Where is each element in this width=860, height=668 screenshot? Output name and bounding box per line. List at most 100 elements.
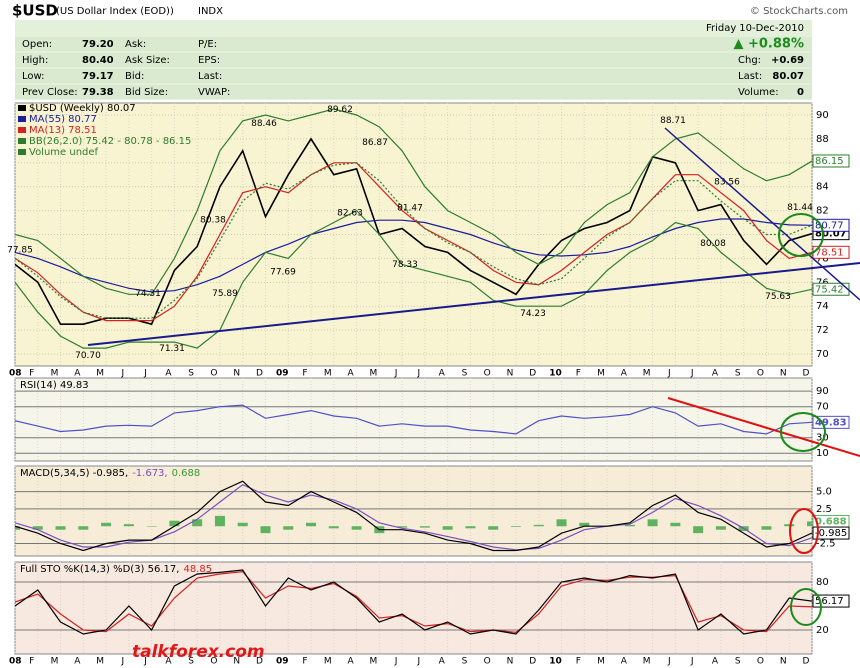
x-tick-label: F	[29, 657, 34, 667]
legend-swatch	[18, 105, 26, 111]
legend-swatch	[18, 116, 26, 122]
histogram-bar	[715, 526, 726, 530]
series-line	[15, 137, 812, 326]
y-tick-label: 90	[816, 386, 829, 397]
histogram-bar	[647, 519, 658, 527]
x-tick-label: D	[529, 369, 536, 379]
histogram-bar	[579, 522, 590, 527]
copyright: © StockCharts.com	[750, 6, 848, 17]
price-annotation: 74.23	[520, 309, 546, 319]
quote-label: Ask Size:	[125, 55, 170, 66]
histogram-bar	[556, 519, 567, 527]
quote-day: Friday	[706, 23, 736, 34]
y-tick-label: 30	[816, 433, 829, 444]
x-tick-label: M	[643, 369, 651, 379]
last-value: -0.985	[815, 528, 847, 539]
series-group	[15, 480, 812, 552]
index-name: (US Dollar Index (EOD))	[56, 6, 174, 17]
y-tick-label: 70	[816, 349, 829, 360]
series-line	[15, 404, 812, 435]
panel-title: MACD(5,34,5) -0.985, -1.673, 0.688	[20, 468, 200, 479]
x-tick-label: S	[462, 657, 468, 667]
quote-label: P/E:	[198, 39, 217, 50]
x-tick-label: A	[347, 657, 354, 667]
x-tick-label: A	[74, 369, 81, 379]
x-tick-label: A	[621, 369, 628, 379]
y-tick-label: 2.5	[816, 504, 832, 515]
y-tick-label: 5.0	[816, 487, 832, 498]
x-tick-label: N	[780, 657, 787, 667]
quote-label: EPS:	[198, 55, 220, 66]
x-tick-label: A	[165, 369, 172, 379]
x-tick-label: J	[690, 657, 694, 667]
quote-label: Last:	[198, 71, 222, 82]
histogram-bar	[101, 522, 112, 527]
price-annotation: 74.31	[135, 289, 161, 299]
x-tick-label: S	[188, 369, 194, 379]
last-value: 80.77	[815, 220, 844, 231]
series-line	[15, 108, 812, 295]
quote-value: 79.38	[82, 87, 114, 98]
price-annotation: 80.08	[700, 239, 726, 249]
histogram-bar	[146, 526, 157, 527]
histogram-bar	[761, 526, 772, 530]
histogram-bar	[78, 526, 89, 530]
series-group	[15, 404, 812, 435]
exchange: INDX	[198, 6, 223, 17]
price-annotation: 81.47	[397, 203, 423, 213]
quote-label: Chg:	[738, 55, 761, 66]
quote-label: VWAP:	[198, 87, 230, 98]
quote-label: Bid Size:	[125, 87, 168, 98]
last-value-box	[812, 282, 850, 296]
last-value: 0.688	[815, 516, 847, 527]
x-tick-label: O	[484, 657, 491, 667]
last-value-box	[812, 526, 850, 540]
series-group	[15, 108, 812, 349]
x-tick-label: M	[324, 657, 332, 667]
last-value: 86.15	[815, 156, 844, 167]
quote-table: Friday 10-Dec-2010 ▲ +0.88% Open: 79.20 High:…	[15, 23, 812, 99]
x-tick-label: 09	[276, 369, 289, 379]
quote-value: +0.69	[771, 55, 804, 66]
y-tick-label: 78	[816, 253, 829, 264]
x-tick-label: S	[735, 369, 741, 379]
y-tick-label: 90	[816, 110, 829, 121]
x-tick-label: N	[233, 657, 240, 667]
x-tick-label: J	[690, 369, 694, 379]
quote-label: Last:	[738, 71, 762, 82]
series-line	[15, 162, 812, 319]
x-tick-label: A	[621, 657, 628, 667]
x-tick-label: D	[803, 369, 810, 379]
change-pct: ▲ +0.88%	[733, 37, 804, 52]
x-tick-label: M	[369, 369, 377, 379]
quote-value: 80.40	[82, 55, 114, 66]
series-group	[15, 569, 812, 635]
price-annotation: 77.85	[7, 246, 33, 256]
y-tick-label: 72	[816, 325, 829, 336]
y-tick-label: 10	[816, 448, 829, 459]
title-part: -1.673,	[132, 468, 167, 479]
highlight-circle	[790, 588, 822, 626]
histogram-bar	[533, 524, 544, 527]
x-tick-label: J	[417, 369, 421, 379]
histogram-bar	[55, 526, 66, 530]
quote-date: 10-Dec-2010	[739, 23, 804, 34]
histogram-bar	[123, 524, 134, 527]
legend-entry: $USD (Weekly) 80.07	[29, 103, 136, 114]
watermark: talkforex.com	[132, 642, 265, 662]
title-part: RSI(14) 49.83	[20, 380, 89, 391]
title-part: Full STO %K(14,3) %D(3) 56.17,	[20, 564, 179, 575]
histogram-bar	[488, 526, 499, 530]
legend-swatch	[18, 149, 26, 155]
price-annotation: 88.46	[251, 119, 277, 129]
histogram-bar	[670, 522, 681, 527]
highlight-circle	[789, 508, 819, 554]
quote-row	[15, 37, 812, 51]
price-annotation: 89.62	[327, 105, 353, 115]
x-tick-label: J	[143, 657, 147, 667]
panel: 10 30 70 90 49.83 RSI(14) 49.83	[14, 377, 850, 462]
series-line	[15, 480, 812, 552]
x-tick-label: J	[394, 369, 398, 379]
